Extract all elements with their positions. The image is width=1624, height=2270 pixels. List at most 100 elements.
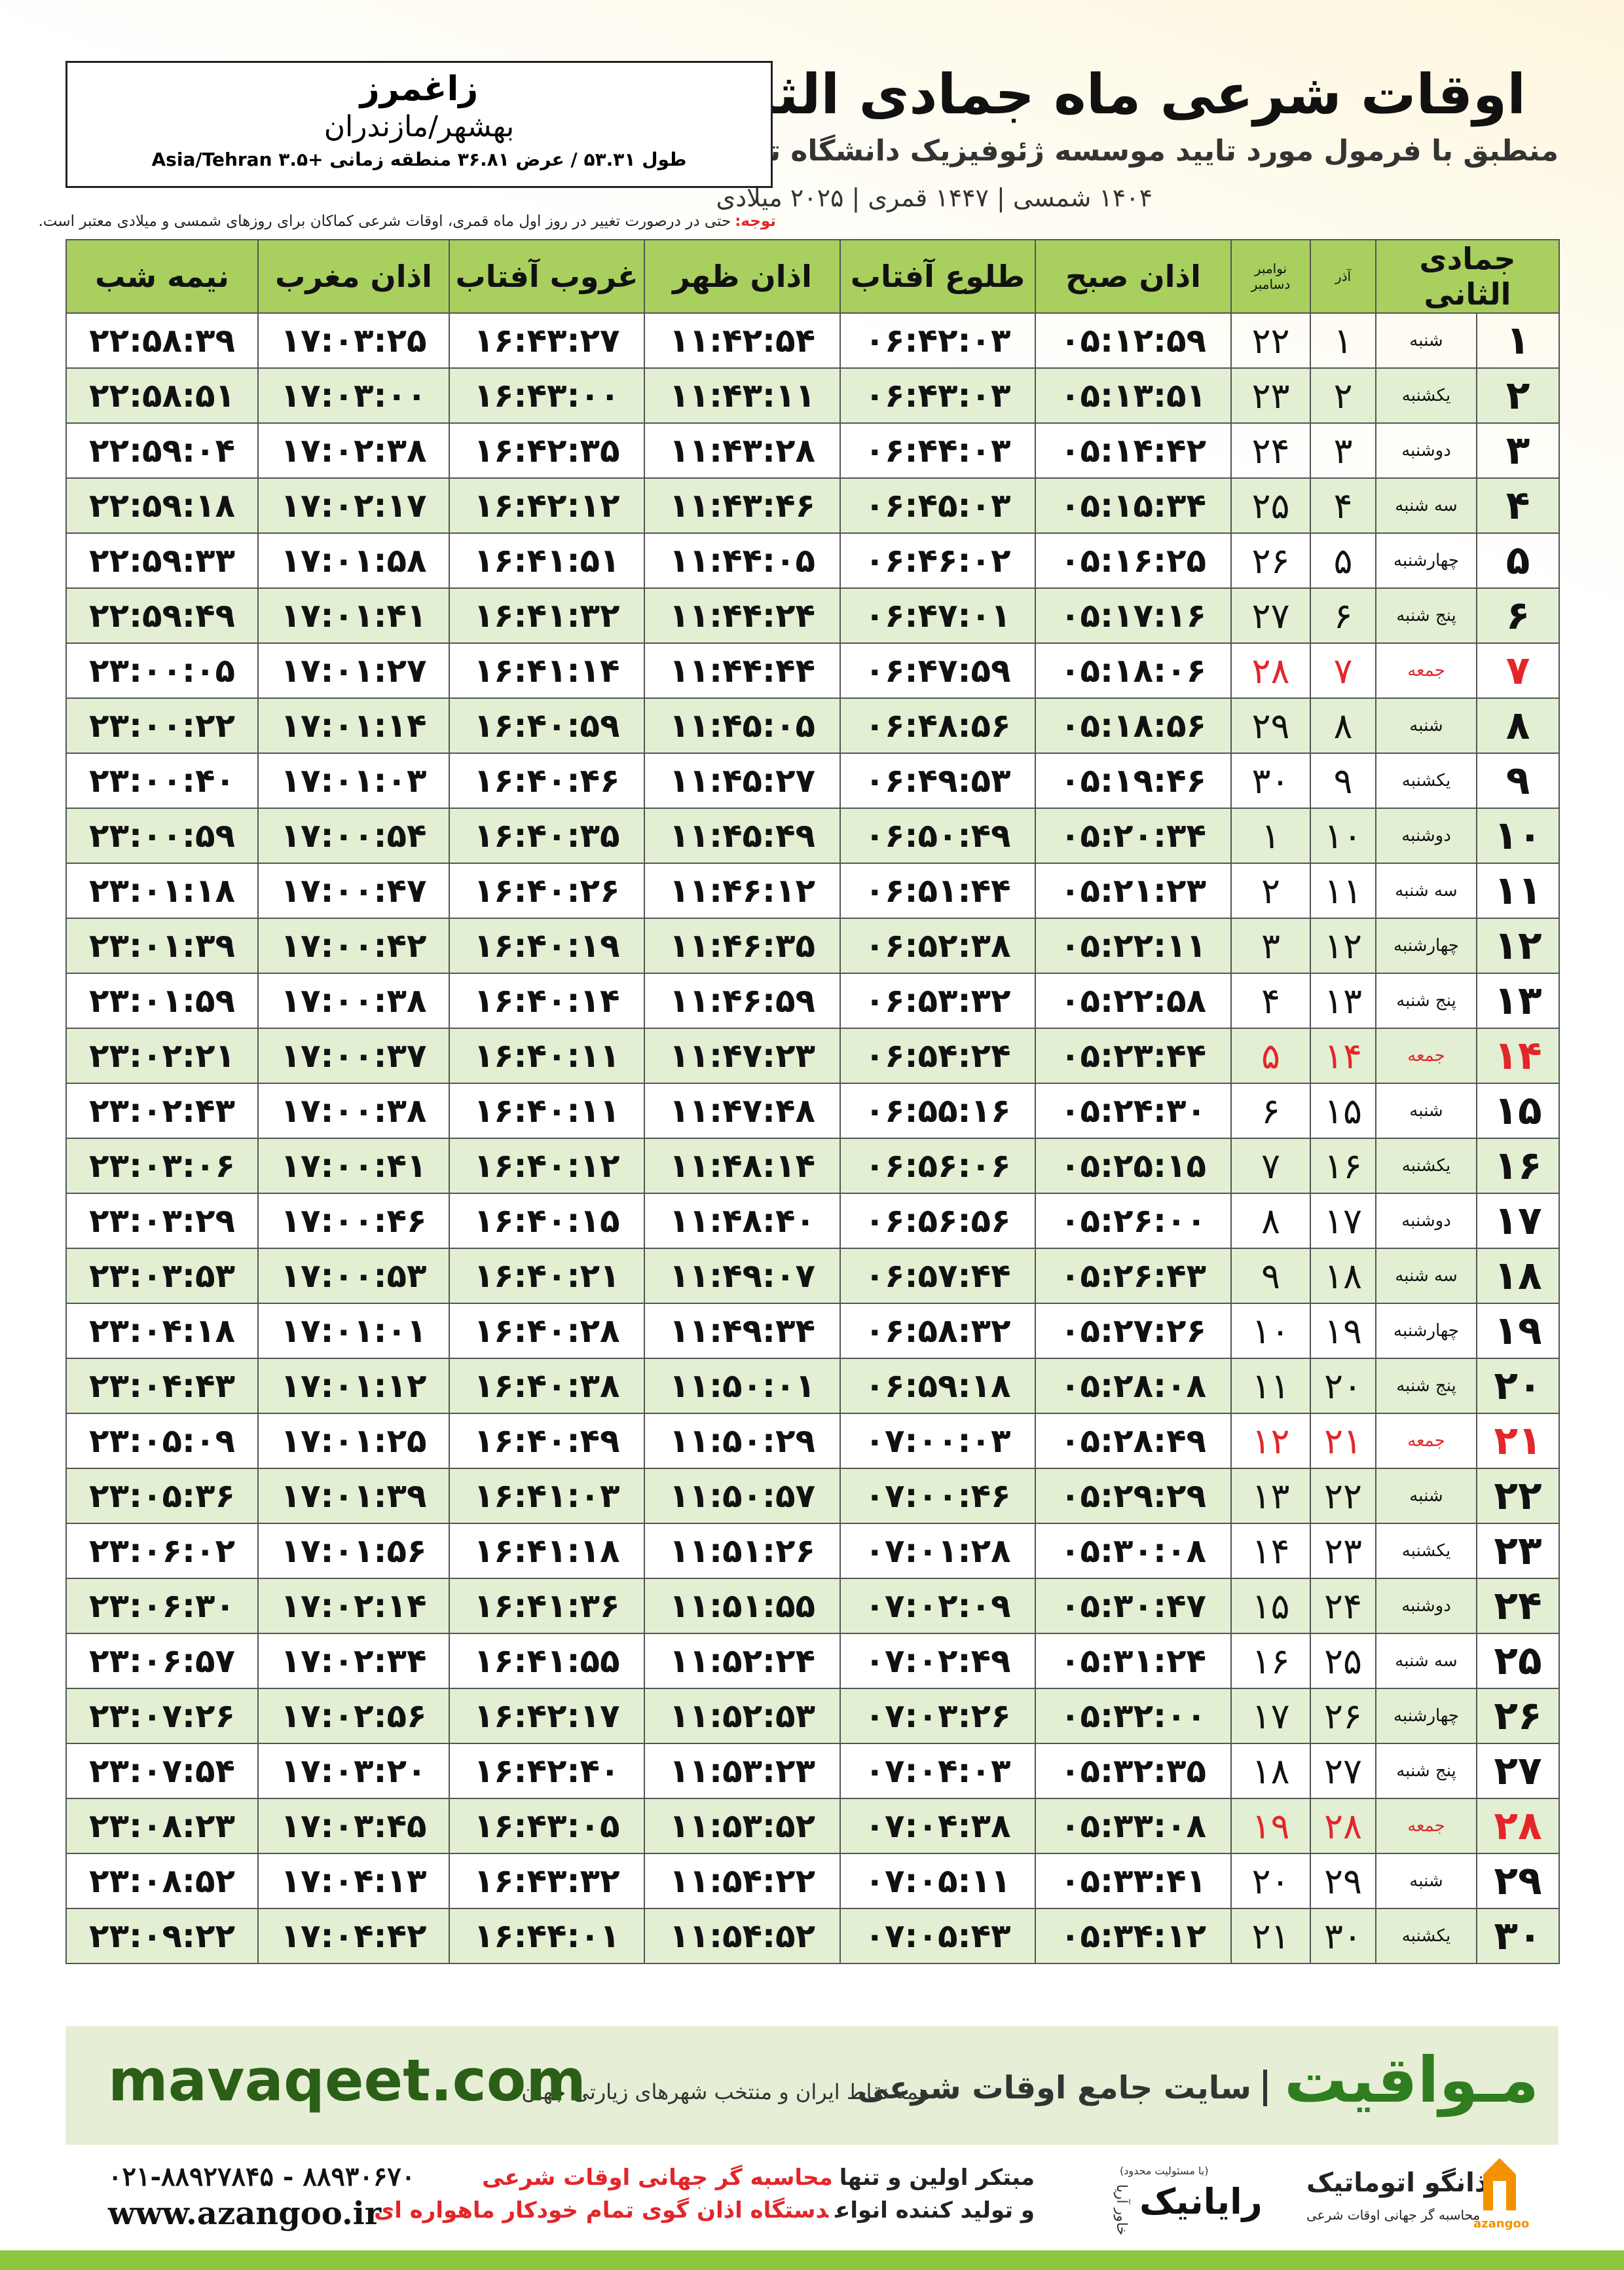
table-cell: ۱۲ — [1476, 918, 1560, 974]
website: www.azangoo.ir — [108, 2195, 382, 2232]
table-cell: ۱۱:۴۵:۰۵ — [644, 698, 841, 754]
table-row: ۲۴ دوشنبه ۲۴ ۱۵ ۰۵:۳۰:۴۷ ۰۷:۰۲:۰۹ ۱۱:۵۱:۵۵ ۱۶:۴… — [65, 1578, 1560, 1634]
table-cell: ۹ — [1476, 753, 1560, 809]
table-cell: شنبه — [1375, 1853, 1478, 1909]
table-cell: ۲۳:۰۰:۴۰ — [65, 753, 259, 809]
table-cell: دوشنبه — [1375, 808, 1478, 864]
table-cell: ۰۶:۴۷:۰۱ — [840, 587, 1036, 644]
table-cell: ۳ — [1476, 422, 1560, 479]
table-cell: ۸ — [1310, 698, 1376, 754]
table-cell: ۱۵ — [1230, 1578, 1311, 1634]
table-cell: ۲۳:۰۹:۲۲ — [65, 1908, 259, 1964]
table-cell: ۲۳ — [1476, 1523, 1560, 1579]
table-cell: چهارشنبه — [1375, 1688, 1478, 1744]
table-cell: ۰۵:۲۰:۳۴ — [1035, 808, 1232, 864]
timetable: جمادی الثانی آذر نوامبر دسامبر اذان صبح طلوع … — [65, 239, 1560, 1964]
table-cell: ۲۲:۵۹:۰۴ — [65, 422, 259, 479]
table-cell: ۱۱:۴۷:۲۳ — [644, 1028, 841, 1084]
table-cell: ۲۳:۰۳:۲۹ — [65, 1193, 259, 1249]
table-cell: ۱۱ — [1310, 863, 1376, 919]
table-cell: ۵ — [1230, 1028, 1311, 1084]
table-cell: یکشنبه — [1375, 1908, 1478, 1964]
table-cell: ۲۲ — [1310, 1468, 1376, 1524]
note: توجه:حتی در درصورت تغییر در روز اول ماه … — [38, 213, 776, 230]
table-cell: ۰۷:۰۳:۲۶ — [840, 1688, 1036, 1744]
table-cell: ۱۶:۴۱:۱۴ — [449, 642, 645, 699]
table-cell: ۱۶:۴۳:۲۷ — [449, 312, 645, 369]
table-cell: ۱۷:۰۲:۳۴ — [257, 1633, 450, 1689]
table-cell: ۱۴ — [1230, 1523, 1311, 1579]
table-cell: ۱۱:۴۸:۱۴ — [644, 1138, 841, 1194]
table-row: ۱۰ دوشنبه ۱۰ ۱ ۰۵:۲۰:۳۴ ۰۶:۵۰:۴۹ ۱۱:۴۵:۴۹ ۱۶:۴۰… — [65, 808, 1560, 864]
table-cell: ۵ — [1310, 532, 1376, 589]
table-cell: چهارشنبه — [1375, 918, 1478, 974]
table-cell: ۱۸ — [1476, 1248, 1560, 1304]
table-cell: ۰۵:۳۱:۲۴ — [1035, 1633, 1232, 1689]
table-cell: ۰۶:۵۴:۲۴ — [840, 1028, 1036, 1084]
table-cell: ۰۶:۵۶:۵۶ — [840, 1193, 1036, 1249]
table-cell: ۰۶:۵۶:۰۶ — [840, 1138, 1036, 1194]
table-cell: ۱۷:۰۳:۰۰ — [257, 367, 450, 424]
table-cell: ۱۱:۴۶:۳۵ — [644, 918, 841, 974]
table-cell: ۲ — [1310, 367, 1376, 424]
table-cell: ۱۶:۴۰:۳۸ — [449, 1358, 645, 1414]
table-cell: ۱۱:۴۶:۵۹ — [644, 973, 841, 1029]
table-cell: یکشنبه — [1375, 753, 1478, 809]
table-row: ۹ یکشنبه ۹ ۳۰ ۰۵:۱۹:۴۶ ۰۶:۴۹:۵۳ ۱۱:۴۵:۲۷ ۱۶:۴۰:… — [65, 753, 1560, 809]
table-cell: ۲۲:۵۸:۳۹ — [65, 312, 259, 369]
table-cell: شنبه — [1375, 312, 1478, 369]
table-cell: ۱۷:۰۳:۴۵ — [257, 1798, 450, 1854]
table-cell: ۱۶:۴۰:۲۱ — [449, 1248, 645, 1304]
table-cell: ۰۵:۲۴:۳۰ — [1035, 1083, 1232, 1139]
table-cell: ۱۱:۵۰:۰۱ — [644, 1358, 841, 1414]
table-row: ۱۲ چهارشنبه ۱۲ ۳ ۰۵:۲۲:۱۱ ۰۶:۵۲:۳۸ ۱۱:۴۶:۳۵ ۱۶:… — [65, 918, 1560, 974]
table-cell: ۱۱:۵۰:۵۷ — [644, 1468, 841, 1524]
column-header: آذر — [1310, 239, 1376, 314]
table-cell: ۲۳:۰۶:۳۰ — [65, 1578, 259, 1634]
table-cell: ۲۱ — [1476, 1413, 1560, 1469]
table-cell: ۲۸ — [1476, 1798, 1560, 1854]
table-cell: ۲۲ — [1476, 1468, 1560, 1524]
table-cell: ۴ — [1230, 973, 1311, 1029]
table-cell: ۱۱:۴۸:۴۰ — [644, 1193, 841, 1249]
table-cell: ۱۶:۴۰:۵۹ — [449, 698, 645, 754]
table-cell: سه شنبه — [1375, 477, 1478, 534]
table-cell: ۱۶:۴۱:۰۳ — [449, 1468, 645, 1524]
table-cell: ۲۳:۰۱:۳۹ — [65, 918, 259, 974]
table-cell: جمعه — [1375, 1798, 1478, 1854]
table-cell: ۱۷:۰۱:۰۱ — [257, 1303, 450, 1359]
table-cell: ۰۵:۲۷:۲۶ — [1035, 1303, 1232, 1359]
table-row: ۲۸ جمعه ۲۸ ۱۹ ۰۵:۳۳:۰۸ ۰۷:۰۴:۳۸ ۱۱:۵۳:۵۲ ۱۶:۴۳:… — [65, 1798, 1560, 1854]
table-cell: ۲۵ — [1310, 1633, 1376, 1689]
table-cell: ۱۷:۰۱:۲۷ — [257, 642, 450, 699]
table-cell: ۳۰ — [1476, 1908, 1560, 1964]
table-row: ۷ جمعه ۷ ۲۸ ۰۵:۱۸:۰۶ ۰۶:۴۷:۵۹ ۱۱:۴۴:۴۴ ۱۶:۴۱:۱۴… — [65, 642, 1560, 699]
table-cell: ۱۶:۴۲:۳۵ — [449, 422, 645, 479]
table-cell: ۱ — [1310, 312, 1376, 369]
table-cell: ۰۵:۱۳:۵۱ — [1035, 367, 1232, 424]
table-cell: شنبه — [1375, 1468, 1478, 1524]
table-cell: ۲۵ — [1476, 1633, 1560, 1689]
table-cell: ۱۰ — [1230, 1303, 1311, 1359]
table-cell: ۱۱:۴۵:۴۹ — [644, 808, 841, 864]
table-row: ۲۰ پنج شنبه ۲۰ ۱۱ ۰۵:۲۸:۰۸ ۰۶:۵۹:۱۸ ۱۱:۵۰:۰۱ ۱۶… — [65, 1358, 1560, 1414]
table-cell: ۱۲ — [1230, 1413, 1311, 1469]
table-cell: ۲۳:۰۱:۵۹ — [65, 973, 259, 1029]
column-header-part: آذر — [1335, 269, 1352, 284]
table-cell: ۰۶:۴۵:۰۳ — [840, 477, 1036, 534]
table-row: ۱۷ دوشنبه ۱۷ ۸ ۰۵:۲۶:۰۰ ۰۶:۵۶:۵۶ ۱۱:۴۸:۴۰ ۱۶:۴۰… — [65, 1193, 1560, 1249]
table-cell: ۶ — [1230, 1083, 1311, 1139]
table-cell: ۱۶:۴۰:۲۶ — [449, 863, 645, 919]
table-cell: ۱۹ — [1310, 1303, 1376, 1359]
table-cell: شنبه — [1375, 698, 1478, 754]
table-cell: ۱۷:۰۴:۴۲ — [257, 1908, 450, 1964]
url: mavaqeet.com — [108, 2047, 586, 2114]
tagline-red: محاسبه گر جهانی اوقات شرعی — [482, 2165, 833, 2191]
location-box: زاغمرز بهشهر/مازندران طول ۵۳.۳۱ / عرض ۳۶… — [65, 61, 773, 188]
partner-sub: خاور آریا — [1113, 2184, 1130, 2236]
table-cell: یکشنبه — [1375, 1138, 1478, 1194]
table-row: ۱۱ سه شنبه ۱۱ ۲ ۰۵:۲۱:۲۳ ۰۶:۵۱:۴۴ ۱۱:۴۶:۱۲ ۱۶:۴… — [65, 863, 1560, 919]
table-cell: ۰۵:۳۰:۰۸ — [1035, 1523, 1232, 1579]
table-cell: ۲۳:۰۰:۰۵ — [65, 642, 259, 699]
table-cell: ۱۷:۰۲:۳۸ — [257, 422, 450, 479]
